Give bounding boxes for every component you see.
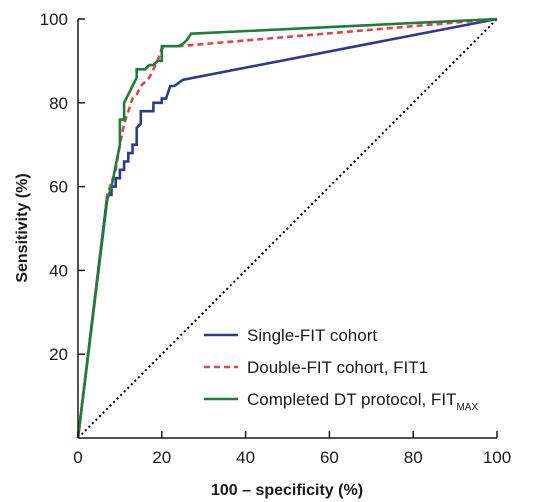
series-line-3: [76, 17, 498, 439]
x-tick-label: 20: [152, 448, 171, 467]
legend-label-subscript: MAX: [456, 402, 478, 413]
x-tick-label: 40: [236, 448, 255, 467]
series-line-1: [76, 17, 498, 439]
legend-label-text: Single-FIT cohort: [247, 326, 377, 345]
legend-label-3: Completed DT protocol, FITMAX: [247, 390, 478, 413]
x-tick-label: 100: [483, 448, 511, 467]
y-axis-title: Sensitivity (%): [14, 173, 31, 282]
x-axis-title: 100 – specificity (%): [211, 482, 363, 499]
plot-area: [76, 17, 498, 439]
x-tick-label: 60: [320, 448, 339, 467]
reference-diagonal-line: [77, 18, 498, 439]
legend-label-text: Double-FIT cohort, FIT1: [247, 358, 428, 377]
y-tick-label: 100: [40, 10, 68, 29]
legend: Single-FIT cohort Double-FIT cohort, FIT1…: [204, 326, 478, 413]
y-tick-label: 80: [49, 94, 68, 113]
y-tick-label: 60: [49, 178, 68, 197]
legend-label-text: Completed DT protocol, FIT: [247, 390, 456, 409]
x-tick-label: 0: [73, 448, 82, 467]
axes: 0 20 40 60 80 100 20 40 60 80 100: [40, 10, 512, 467]
x-tick-label: 80: [404, 448, 423, 467]
legend-label-1: Single-FIT cohort: [247, 326, 377, 345]
y-tick-label: 20: [49, 345, 68, 364]
legend-label-2: Double-FIT cohort, FIT1: [247, 358, 428, 377]
y-tick-label: 40: [49, 261, 68, 280]
